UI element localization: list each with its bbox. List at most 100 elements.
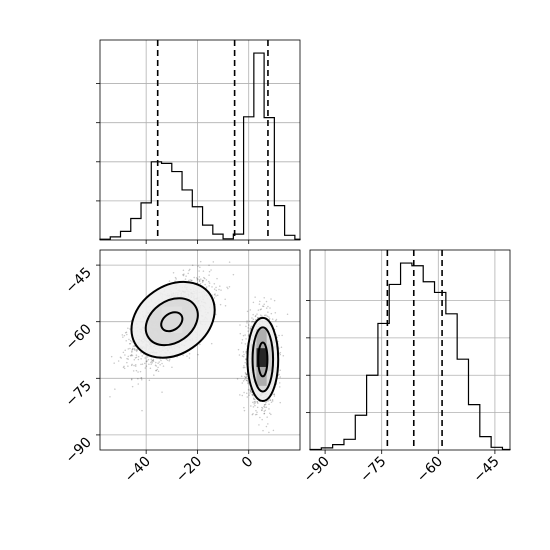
scatter-point bbox=[244, 378, 246, 381]
right-x-tick-label: −60 bbox=[414, 454, 446, 486]
scatter-point bbox=[184, 278, 187, 280]
scatter-point bbox=[127, 348, 130, 350]
scatter-point bbox=[156, 368, 159, 371]
scatter-point bbox=[242, 380, 245, 382]
scatter-point bbox=[262, 429, 264, 432]
scatter-point bbox=[253, 401, 255, 403]
scatter-point bbox=[123, 365, 125, 368]
scatter-point bbox=[279, 386, 281, 388]
scatter-point bbox=[265, 300, 268, 303]
density-cell bbox=[266, 344, 272, 371]
scatter-point bbox=[215, 286, 217, 289]
scatter-point bbox=[140, 377, 142, 379]
scatter-point bbox=[114, 388, 116, 390]
scatter-point bbox=[187, 272, 189, 275]
contour-line bbox=[246, 316, 280, 402]
scatter-point bbox=[245, 358, 247, 360]
scatter-point bbox=[93, 363, 95, 365]
scatter-point bbox=[199, 280, 201, 282]
scatter-point bbox=[131, 341, 133, 343]
scatter-point bbox=[249, 309, 252, 311]
scatter-point bbox=[242, 334, 245, 337]
scatter-point bbox=[172, 272, 175, 274]
scatter-point bbox=[242, 351, 245, 353]
scatter-point bbox=[249, 388, 252, 390]
scatter-point bbox=[240, 375, 243, 378]
scatter-point bbox=[188, 269, 190, 272]
joint-y-tick-label: −90 bbox=[63, 434, 95, 466]
scatter-point bbox=[256, 413, 258, 416]
scatter-point bbox=[252, 413, 254, 415]
scatter-point bbox=[141, 363, 144, 365]
scatter-point bbox=[198, 270, 200, 272]
scatter-point bbox=[210, 269, 212, 271]
scatter-point bbox=[208, 282, 211, 284]
scatter-point bbox=[245, 375, 248, 378]
scatter-point bbox=[201, 281, 204, 283]
scatter-point bbox=[239, 332, 242, 335]
scatter-point bbox=[151, 359, 154, 362]
scatter-point bbox=[226, 286, 228, 289]
scatter-point bbox=[268, 317, 271, 320]
scatter-point bbox=[263, 410, 266, 412]
scatter-point bbox=[259, 416, 261, 419]
scatter-point bbox=[243, 391, 245, 394]
scatter-point bbox=[135, 354, 138, 356]
scatter-point bbox=[218, 288, 220, 291]
scatter-point bbox=[280, 346, 283, 349]
scatter-point bbox=[269, 399, 271, 401]
scatter-point bbox=[257, 316, 259, 319]
joint-plot-area bbox=[93, 250, 300, 450]
scatter-point bbox=[249, 390, 252, 392]
scatter-point bbox=[197, 265, 199, 267]
scatter-point bbox=[187, 279, 190, 282]
scatter-point bbox=[261, 305, 264, 307]
scatter-point bbox=[140, 377, 143, 379]
scatter-point bbox=[133, 349, 136, 351]
scatter-point bbox=[272, 429, 275, 432]
scatter-point bbox=[254, 398, 256, 401]
scatter-point bbox=[261, 418, 263, 421]
scatter-point bbox=[129, 342, 132, 345]
scatter-point bbox=[208, 274, 210, 276]
scatter-point bbox=[210, 342, 213, 345]
scatter-point bbox=[150, 363, 152, 365]
scatter-point bbox=[113, 362, 115, 364]
scatter-point bbox=[131, 348, 133, 351]
joint-scatter-panel: −40 −20 0 −45 −60 −75 −90 bbox=[63, 249, 301, 486]
scatter-point bbox=[135, 369, 138, 372]
joint-y-tick-label: −45 bbox=[63, 265, 95, 297]
scatter-point bbox=[249, 328, 252, 330]
joint-y-tick-label: −75 bbox=[63, 378, 95, 410]
scatter-point bbox=[254, 402, 257, 404]
scatter-point bbox=[129, 328, 131, 330]
scatter-point bbox=[255, 409, 257, 412]
scatter-point bbox=[122, 351, 125, 354]
scatter-point bbox=[141, 409, 143, 412]
scatter-point bbox=[245, 379, 248, 382]
scatter-point bbox=[128, 342, 131, 345]
scatter-point bbox=[193, 276, 195, 279]
scatter-point bbox=[251, 321, 253, 323]
scatter-point bbox=[157, 370, 160, 372]
scatter-point bbox=[127, 365, 129, 367]
scatter-point bbox=[160, 359, 162, 362]
scatter-point bbox=[199, 266, 201, 268]
scatter-point bbox=[216, 277, 218, 280]
scatter-point bbox=[182, 274, 184, 276]
scatter-point bbox=[268, 316, 270, 318]
scatter-point bbox=[266, 315, 269, 317]
scatter-point bbox=[124, 349, 126, 352]
scatter-point bbox=[263, 404, 266, 406]
scatter-point bbox=[199, 343, 201, 346]
scatter-point bbox=[127, 355, 130, 358]
density-cell bbox=[161, 306, 183, 334]
scatter-point bbox=[162, 365, 165, 367]
scatter-point bbox=[242, 355, 245, 358]
scatter-point bbox=[145, 365, 148, 367]
scatter-point bbox=[269, 412, 271, 415]
scatter-point bbox=[203, 277, 206, 280]
scatter-point bbox=[252, 406, 255, 408]
scatter-point bbox=[124, 332, 127, 334]
joint-x-tick-label: −20 bbox=[173, 454, 205, 486]
